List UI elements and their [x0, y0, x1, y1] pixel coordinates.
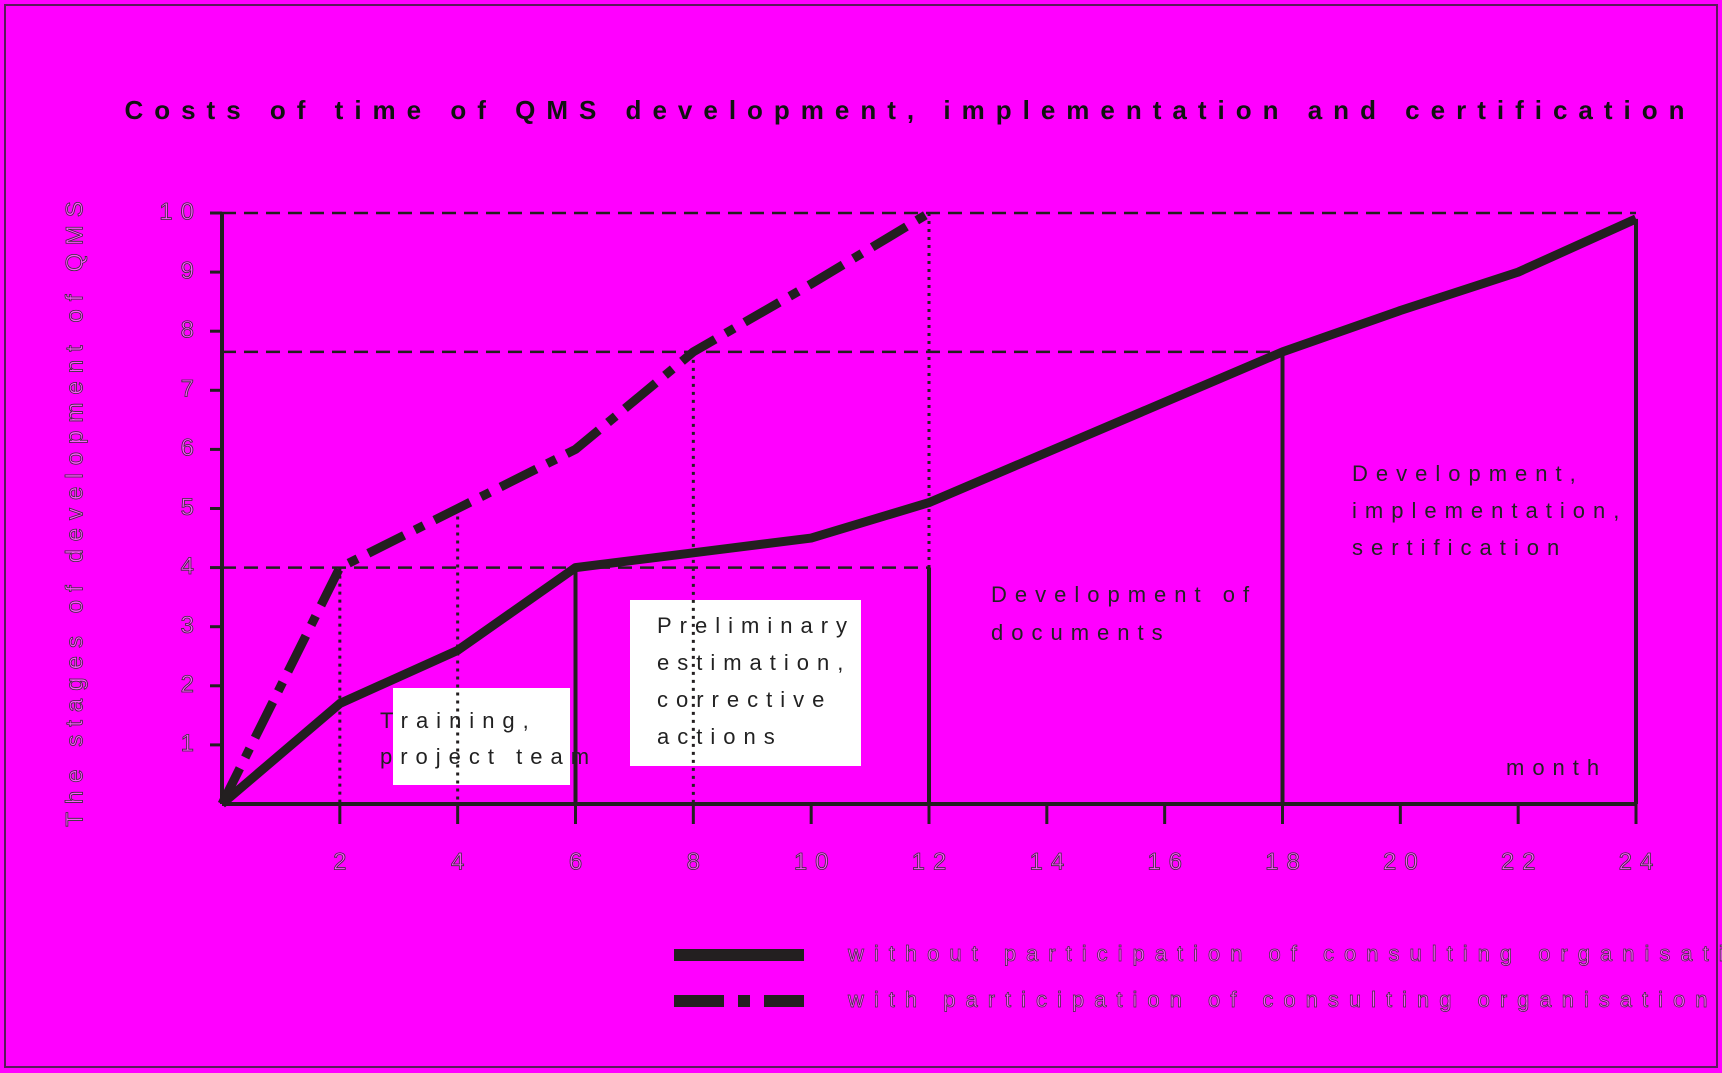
y-tick-label: 1 [181, 730, 202, 757]
legend-label: without participation of consulting orga… [847, 941, 1722, 966]
annotation-box [630, 600, 861, 766]
x-tick-label: 12 [912, 848, 955, 875]
x-tick-label: 24 [1619, 848, 1662, 875]
x-axis-label: month [1506, 755, 1607, 780]
x-tick-label: 4 [451, 848, 472, 875]
y-tick-label: 4 [181, 553, 202, 580]
x-tick-label: 18 [1265, 848, 1308, 875]
y-tick-label: 3 [181, 612, 202, 639]
y-tick-label: 10 [159, 198, 202, 225]
x-tick-label: 2 [333, 848, 354, 875]
y-axis-label: The stages of development of QMS [61, 193, 88, 827]
annotation-box [393, 688, 570, 785]
x-tick-label: 14 [1029, 848, 1072, 875]
annotation: implementation, [1352, 498, 1627, 523]
x-tick-label: 6 [569, 848, 590, 875]
x-tick-label: 20 [1383, 848, 1426, 875]
y-tick-label: 5 [181, 494, 202, 521]
annotation: estimation, [657, 650, 851, 675]
y-tick-label: 7 [181, 376, 202, 403]
y-tick-label: 2 [181, 671, 202, 698]
annotation: sertification [1352, 535, 1567, 560]
x-tick-label: 10 [794, 848, 837, 875]
annotation: Preliminary [657, 613, 855, 638]
chart-title: Costs of time of QMS development, implem… [124, 95, 1695, 125]
y-tick-label: 6 [181, 435, 202, 462]
annotation: documents [991, 620, 1171, 645]
x-tick-label: 16 [1147, 848, 1190, 875]
annotation: Development of [991, 582, 1257, 607]
x-tick-label: 22 [1501, 848, 1544, 875]
annotation: Training, [380, 708, 537, 733]
y-tick-label: 9 [181, 257, 202, 284]
annotation: Development, [1352, 461, 1584, 486]
legend-label: with participation of consulting organis… [847, 987, 1717, 1012]
frame [4, 4, 1718, 1068]
annotation: project team [380, 744, 597, 769]
x-tick-label: 8 [687, 848, 708, 875]
annotation: actions [657, 724, 783, 749]
series-line [217, 209, 932, 807]
y-tick-label: 8 [181, 317, 202, 344]
series-line [219, 214, 1638, 808]
annotation: corrective [657, 687, 832, 712]
